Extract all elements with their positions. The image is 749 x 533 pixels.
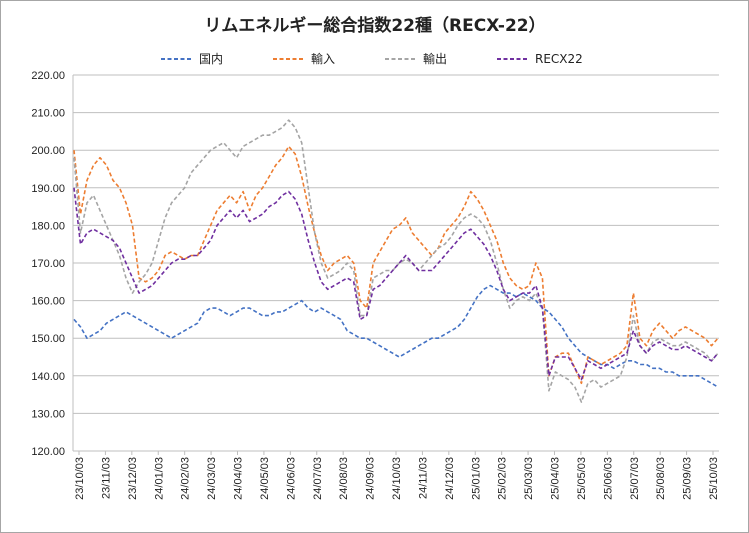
x-tick-label: 24/04/03	[233, 457, 245, 500]
x-tick-label: 23/11/03	[100, 457, 112, 499]
series-lines	[73, 119, 719, 403]
x-tick-label: 23/10/03	[74, 457, 86, 500]
chart-title: リムエネルギー総合指数22種（RECX-22）	[204, 15, 545, 36]
x-tick-label: 24/10/03	[391, 457, 403, 500]
x-tick-label: 24/05/03	[259, 457, 271, 500]
x-tick-label: 25/03/03	[523, 457, 535, 500]
y-tick-label: 130.00	[31, 408, 65, 420]
x-tick-label: 24/08/03	[338, 457, 350, 500]
x-tick-label: 24/06/03	[285, 457, 297, 500]
legend: 国内 輸入 輸出 RECX22	[161, 51, 583, 66]
x-tick-label: 24/09/03	[365, 457, 377, 500]
x-tick-label: 24/03/03	[206, 457, 218, 500]
legend-label-2: 輸入	[311, 51, 335, 66]
series-line-4	[73, 187, 719, 381]
series-line-2	[73, 145, 719, 385]
y-tick-label: 200.00	[31, 145, 65, 157]
series-line-3	[73, 119, 719, 403]
y-axis: 120.00 130.00 140.00 150.00 160.00 170.00 180.…	[31, 70, 65, 458]
y-tick-label: 140.00	[31, 371, 65, 383]
legend-label-1: 国内	[199, 52, 223, 66]
x-tick-label: 24/02/03	[180, 457, 192, 500]
gridlines	[72, 74, 719, 452]
x-tick-label: 25/02/03	[497, 457, 509, 500]
x-tick-label: 24/12/03	[444, 457, 456, 500]
x-tick-label: 25/01/03	[470, 457, 482, 500]
x-tick-label: 24/07/03	[312, 457, 324, 500]
y-tick-label: 120.00	[31, 446, 65, 458]
legend-label-4: RECX22	[535, 52, 583, 66]
x-tick-label: 24/11/03	[417, 457, 429, 499]
x-tick-label: 25/04/03	[550, 457, 562, 500]
y-tick-label: 160.00	[31, 296, 65, 308]
y-tick-label: 220.00	[31, 70, 65, 82]
x-tick-label: 25/08/03	[655, 457, 667, 500]
legend-label-3: 輸出	[423, 51, 447, 66]
y-tick-label: 190.00	[31, 183, 65, 195]
y-tick-label: 170.00	[31, 258, 65, 270]
y-tick-label: 180.00	[31, 220, 65, 232]
series-line-1	[73, 284, 719, 388]
x-tick-label: 25/06/03	[602, 457, 614, 500]
x-tick-label: 25/10/03	[708, 457, 720, 500]
x-tick-label: 25/07/03	[629, 457, 641, 500]
x-tick-label: 24/01/03	[153, 457, 165, 500]
x-tick-label: 23/12/03	[127, 457, 139, 500]
y-tick-label: 210.00	[31, 108, 65, 120]
x-axis: 23/10/03 23/11/03 23/12/03 24/01/03 24/02/03…	[74, 451, 720, 500]
x-tick-label: 25/05/03	[576, 457, 588, 500]
y-tick-label: 150.00	[31, 333, 65, 345]
x-tick-label: 25/09/03	[682, 457, 694, 500]
